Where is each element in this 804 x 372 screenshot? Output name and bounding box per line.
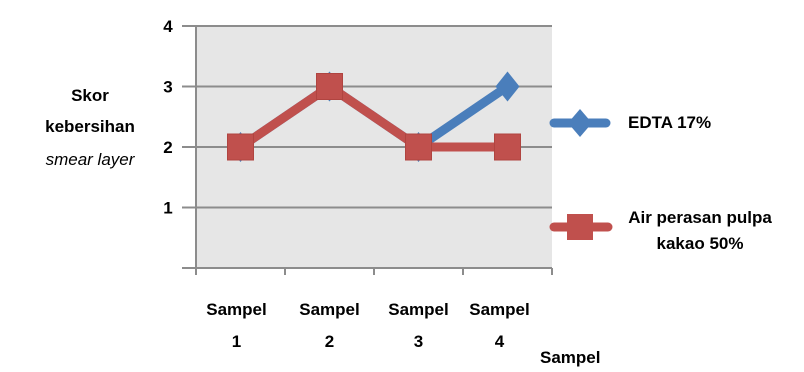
data-point-air <box>405 133 432 161</box>
y-tick-label: 1 <box>163 199 172 218</box>
data-point-air <box>227 133 254 161</box>
y-axis-label-line1: Skor <box>71 86 109 105</box>
legend-marker-edta <box>568 109 592 137</box>
y-tick-label: 4 <box>163 17 173 36</box>
y-axis-label-line2: kebersihan <box>45 117 135 136</box>
data-point-edta <box>495 71 520 102</box>
x-tick-label-number: 2 <box>325 332 334 351</box>
data-point-air <box>494 133 521 161</box>
x-tick-label-number: 3 <box>414 332 423 351</box>
legend-label-air-line1: Air perasan pulpa <box>628 208 772 227</box>
y-tick-label: 2 <box>163 138 172 157</box>
legend-marker-air <box>567 214 593 240</box>
x-axis-label: Sampel <box>540 348 601 367</box>
x-tick-label: Sampel <box>469 300 529 319</box>
legend-label-air: Air perasan pulpa kakao 50% <box>612 205 788 257</box>
x-tick-label-number: 4 <box>495 332 505 351</box>
y-axis-label-line3: smear layer <box>45 150 135 169</box>
x-tick-label: Sampel <box>299 300 359 319</box>
x-tick-label: Sampel <box>388 300 448 319</box>
legend-label-edta: EDTA 17% <box>628 113 712 132</box>
x-tick-label: Sampel <box>206 300 266 319</box>
series-line-2 <box>237 82 508 152</box>
data-point-air <box>316 73 343 100</box>
legend-label-air-line2: kakao 50% <box>656 234 744 253</box>
x-tick-label-number: 1 <box>232 332 241 351</box>
y-tick-label: 3 <box>163 78 172 97</box>
